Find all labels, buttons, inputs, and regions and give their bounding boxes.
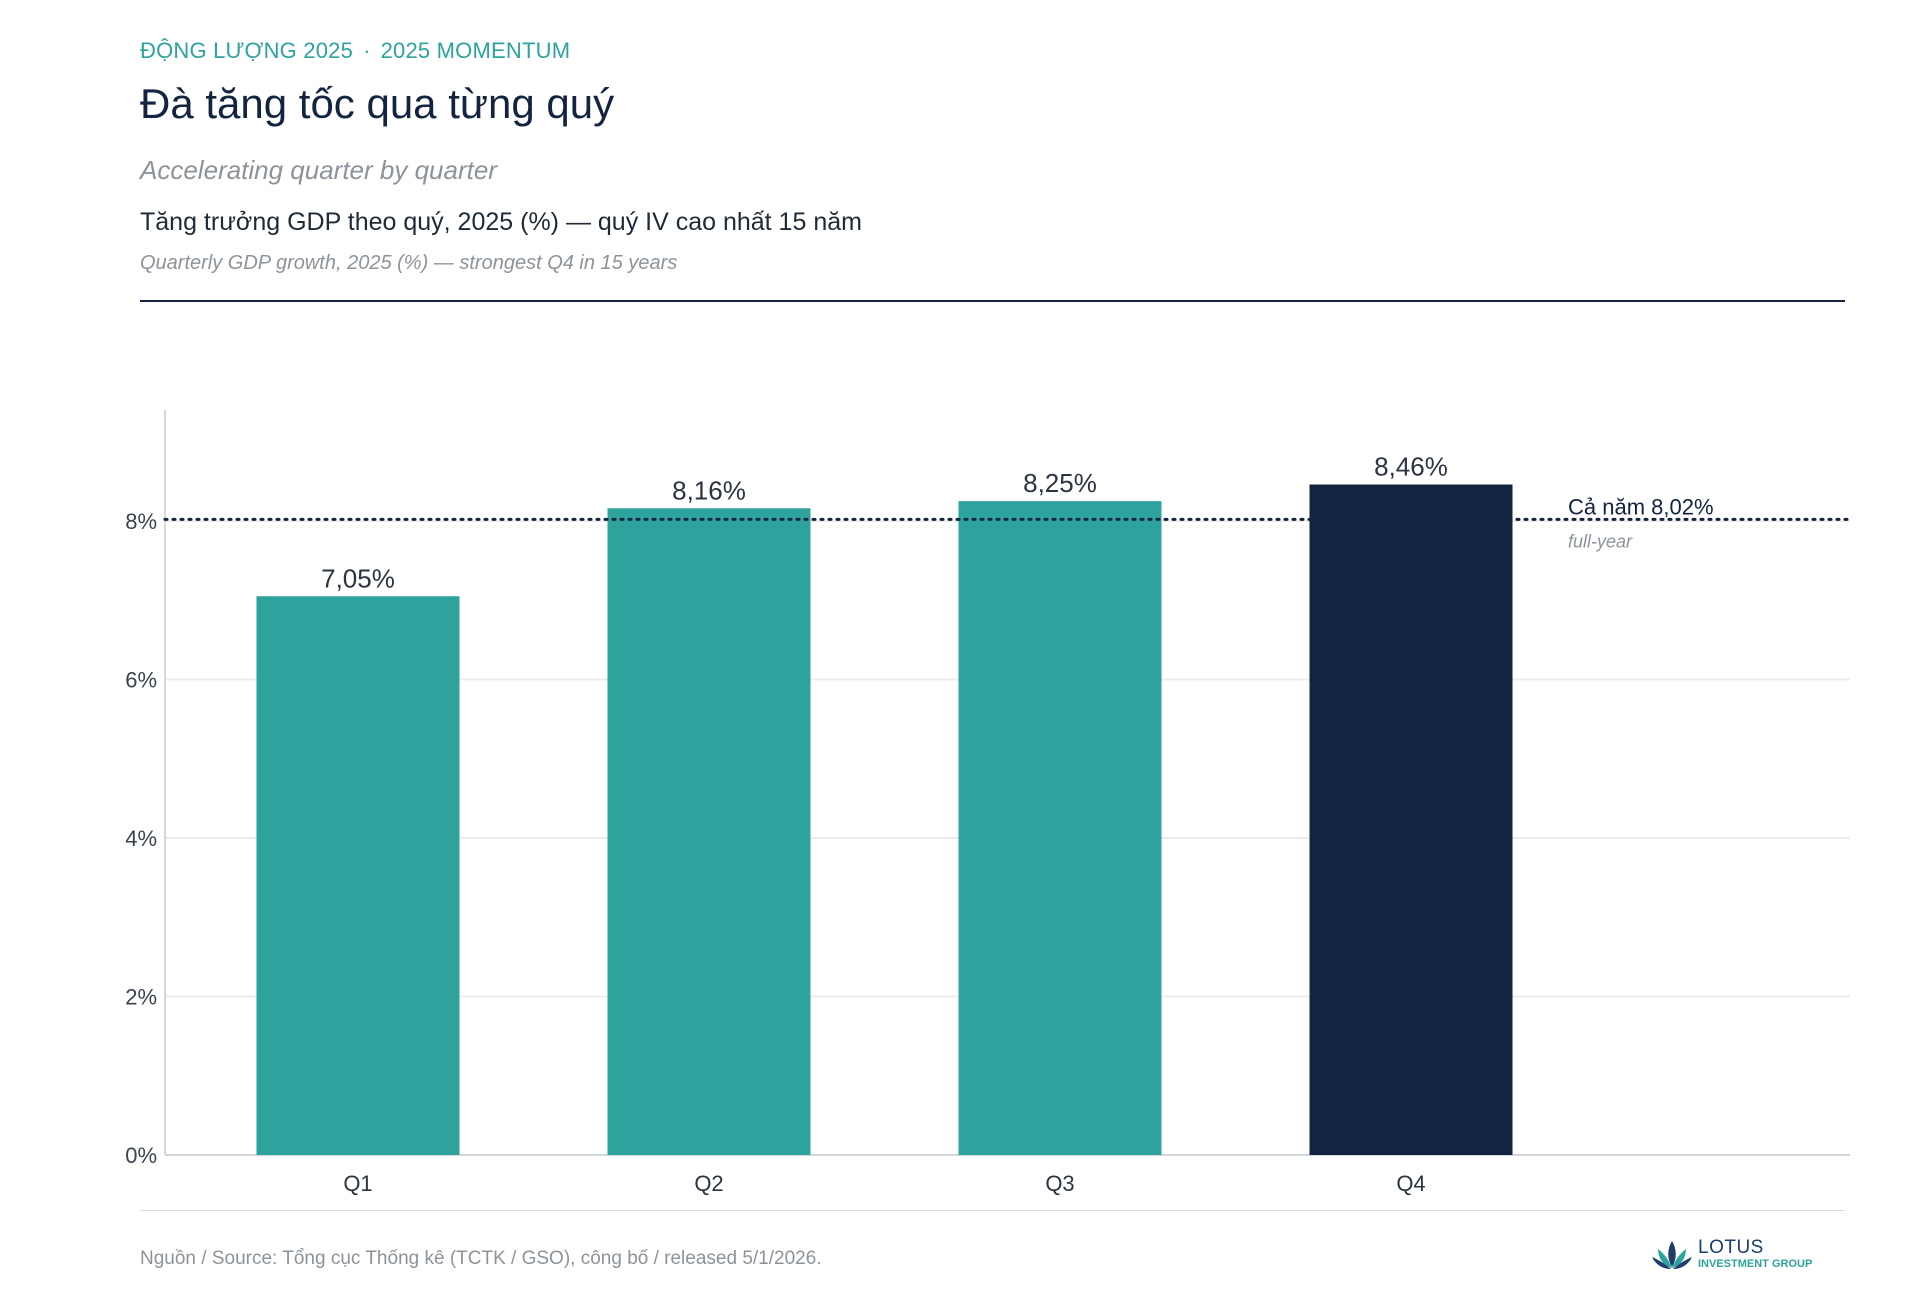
logo-wordmark: LOTUS <box>1698 1237 1764 1258</box>
y-tick-label: 0% <box>125 1143 157 1168</box>
eyebrow-separator: · <box>363 38 371 63</box>
chart-caption-vi: Tăng trưởng GDP theo quý, 2025 (%) — quý… <box>140 208 862 236</box>
chart-caption-en: Quarterly GDP growth, 2025 (%) — stronge… <box>140 252 678 274</box>
data-label: 7,05% <box>321 563 395 593</box>
y-tick-label: 2% <box>125 984 157 1009</box>
page-subtitle-en: Accelerating quarter by quarter <box>140 155 497 185</box>
data-label: 8,16% <box>672 475 746 505</box>
eyebrow-vi: ĐỘNG LƯỢNG 2025 <box>140 38 354 63</box>
bar-q1 <box>256 596 460 1155</box>
data-label: 8,46% <box>1374 452 1448 482</box>
y-tick-label: 8% <box>125 509 157 534</box>
company-logo: LOTUS INVESTMENT GROUP <box>1650 1235 1845 1275</box>
eyebrow: ĐỘNG LƯỢNG 2025 · 2025 MOMENTUM <box>140 38 570 64</box>
header-divider <box>140 300 1845 302</box>
eyebrow-en: 2025 MOMENTUM <box>380 38 571 63</box>
logo-subtitle: INVESTMENT GROUP <box>1698 1258 1813 1270</box>
reference-sublabel: full-year <box>1568 531 1633 551</box>
bar-q2 <box>607 508 811 1155</box>
source-note: Nguồn / Source: Tổng cục Thống kê (TCTK … <box>140 1248 822 1269</box>
bar-q4 <box>1309 484 1513 1155</box>
y-tick-label: 6% <box>125 667 157 692</box>
bar-q3 <box>958 501 1162 1155</box>
footer-divider <box>140 1210 1845 1211</box>
data-label: 8,25% <box>1023 468 1097 498</box>
y-tick-label: 4% <box>125 826 157 851</box>
x-tick-label: Q1 <box>343 1171 372 1196</box>
lotus-icon <box>1652 1241 1692 1269</box>
x-tick-label: Q4 <box>1396 1171 1425 1196</box>
reference-label: Cả năm 8,02% <box>1568 494 1714 519</box>
x-tick-label: Q3 <box>1045 1171 1074 1196</box>
page-title: Đà tăng tốc qua từng quý <box>140 80 615 127</box>
x-tick-label: Q2 <box>694 1171 723 1196</box>
